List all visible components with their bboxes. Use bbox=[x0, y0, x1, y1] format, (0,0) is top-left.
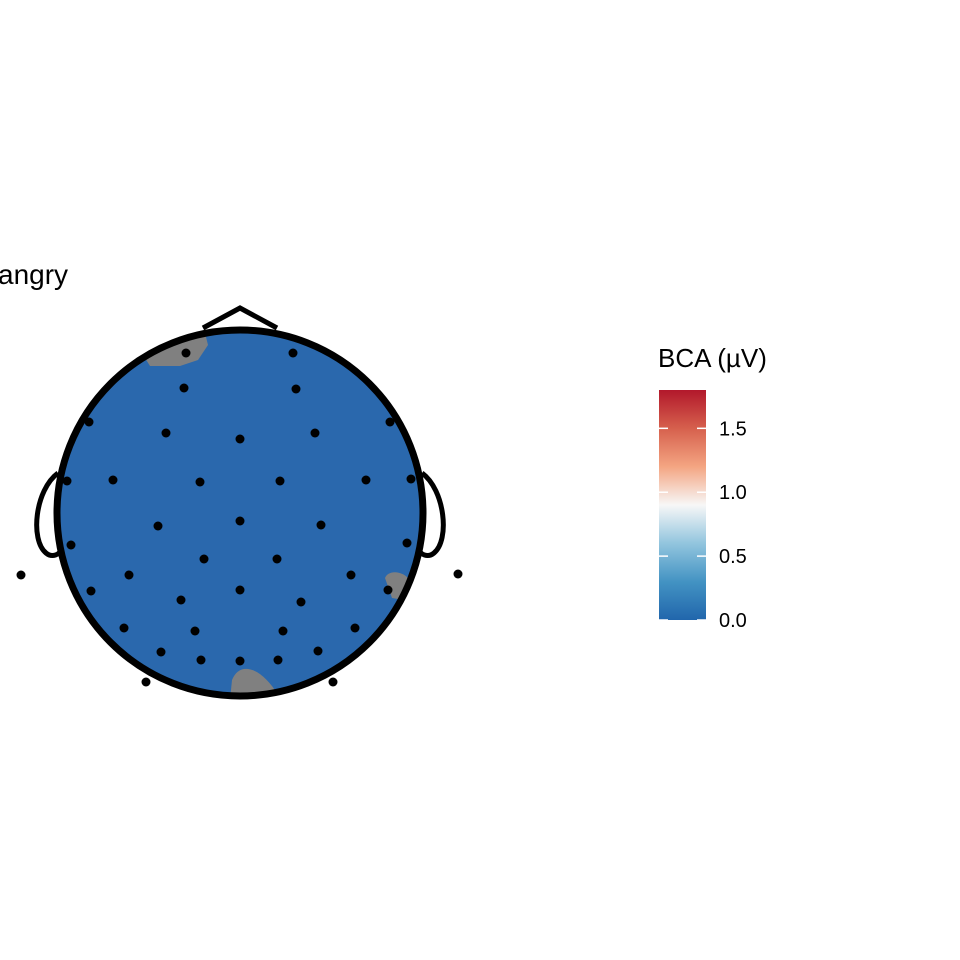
electrode-dot bbox=[453, 569, 463, 579]
electrode-dot bbox=[346, 570, 356, 580]
electrode-dot bbox=[406, 474, 416, 484]
electrode-dot bbox=[195, 477, 205, 487]
electrode-dot bbox=[296, 597, 306, 607]
electrode-dot bbox=[272, 554, 282, 564]
electrode-dot bbox=[385, 417, 395, 427]
electrode-dot bbox=[161, 428, 171, 438]
legend-ticks: 0.0 0.5 1.0 1.5 bbox=[659, 418, 747, 632]
chart-title: angry bbox=[0, 259, 68, 290]
electrode-dot bbox=[310, 428, 320, 438]
electrode-dot bbox=[235, 585, 245, 595]
legend-tick-label: 1.0 bbox=[719, 482, 747, 504]
electrode-dot bbox=[235, 656, 245, 666]
electrode-dot bbox=[108, 475, 118, 485]
head-outline bbox=[53, 326, 427, 700]
electrode-dot bbox=[176, 595, 186, 605]
electrode-dot bbox=[383, 585, 393, 595]
colorbar bbox=[659, 390, 706, 620]
electrode-layer bbox=[16, 348, 463, 687]
electrode-dot bbox=[291, 384, 301, 394]
electrode-dot bbox=[62, 476, 72, 486]
electrode-dot bbox=[156, 647, 166, 657]
electrode-dot bbox=[66, 540, 76, 550]
electrode-dot bbox=[402, 538, 412, 548]
legend-title: BCA (µV) bbox=[658, 343, 767, 373]
electrode-dot bbox=[328, 677, 338, 687]
electrode-dot bbox=[119, 623, 129, 633]
electrode-dot bbox=[181, 348, 191, 358]
electrode-dot bbox=[141, 677, 151, 687]
electrode-dot bbox=[86, 586, 96, 596]
electrode-dot bbox=[153, 521, 163, 531]
legend-tick-label: 1.5 bbox=[719, 418, 747, 440]
electrode-dot bbox=[275, 476, 285, 486]
electrode-dot bbox=[199, 554, 209, 564]
electrode-dot bbox=[316, 520, 326, 530]
masked-region-occipital bbox=[230, 669, 278, 696]
electrode-dot bbox=[179, 383, 189, 393]
legend-tick-label: 0.0 bbox=[719, 610, 747, 632]
legend-tick-label: 0.5 bbox=[719, 546, 747, 568]
electrode-dot bbox=[361, 475, 371, 485]
electrode-dot bbox=[84, 417, 94, 427]
legend: BCA (µV) 0.0 0.5 1.0 1.5 bbox=[658, 343, 767, 632]
scalp-map bbox=[57, 330, 423, 696]
scalp-fill bbox=[57, 330, 423, 696]
nose bbox=[201, 305, 279, 331]
electrode-dot bbox=[190, 626, 200, 636]
masked-region-frontal bbox=[140, 333, 208, 366]
electrode-dot bbox=[273, 655, 283, 665]
electrode-dot bbox=[16, 570, 26, 580]
electrode-dot bbox=[278, 626, 288, 636]
electrode-dot bbox=[235, 516, 245, 526]
electrode-dot bbox=[288, 348, 298, 358]
electrode-dot bbox=[196, 655, 206, 665]
electrode-dot bbox=[350, 623, 360, 633]
electrode-dot bbox=[313, 646, 323, 656]
electrode-dot bbox=[124, 570, 134, 580]
electrode-dot bbox=[235, 434, 245, 444]
